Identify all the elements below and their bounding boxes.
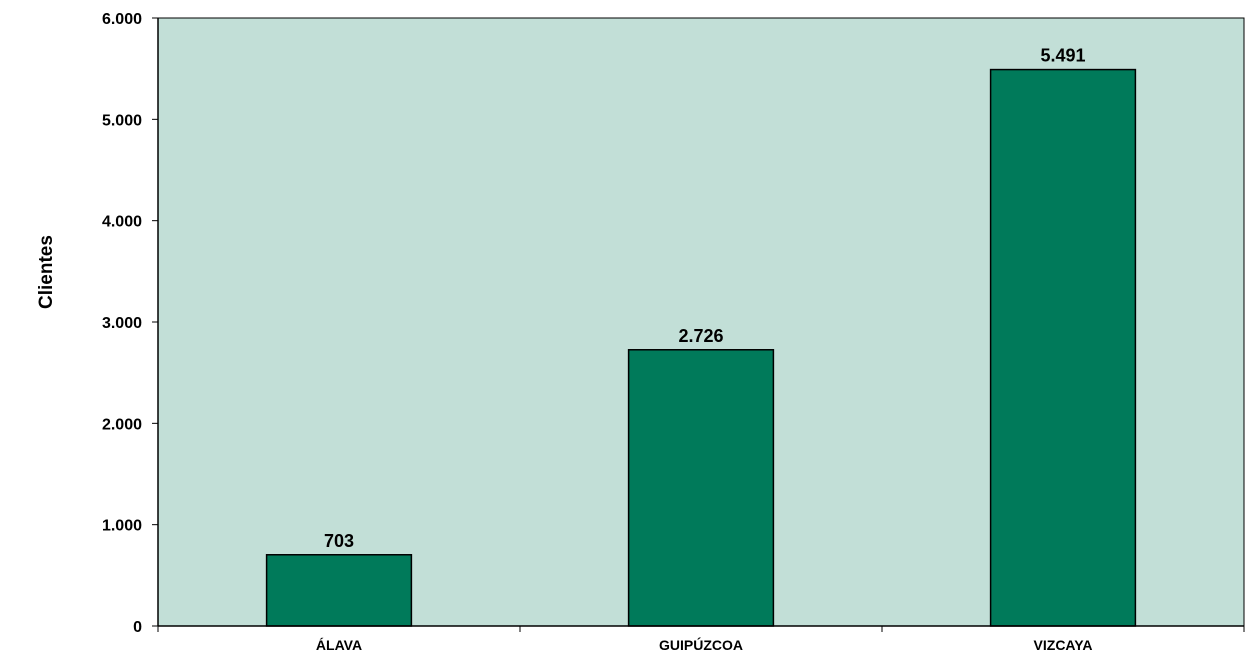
bar <box>265 554 413 627</box>
x-category-label: ÁLAVA <box>316 637 362 653</box>
y-tick-label: 6.000 <box>102 11 142 28</box>
bar <box>627 349 775 627</box>
y-tick-label: 5.000 <box>102 112 142 129</box>
y-tick-label: 3.000 <box>102 315 142 332</box>
y-tick-label: 4.000 <box>102 214 142 231</box>
y-tick-label: 2.000 <box>102 416 142 433</box>
y-axis-title: Clientes <box>36 235 57 309</box>
data-label: 2.726 <box>678 326 723 346</box>
data-label: 5.491 <box>1040 46 1085 66</box>
x-axis-ticks: ÁLAVA GUIPÚZCOA VIZCAYA <box>157 626 1245 653</box>
bar-series <box>265 68 1137 627</box>
y-tick-label: 1.000 <box>102 518 142 535</box>
x-category-label: GUIPÚZCOA <box>659 636 743 653</box>
x-category-label: VIZCAYA <box>1034 637 1093 653</box>
bar <box>989 68 1137 627</box>
data-labels: 703 2.726 5.491 <box>324 46 1086 551</box>
y-tick-label: 0 <box>133 619 142 636</box>
y-axis-ticks: 0 1.000 2.000 3.000 4.000 5.000 6.000 <box>102 11 158 636</box>
data-label: 703 <box>324 531 354 551</box>
